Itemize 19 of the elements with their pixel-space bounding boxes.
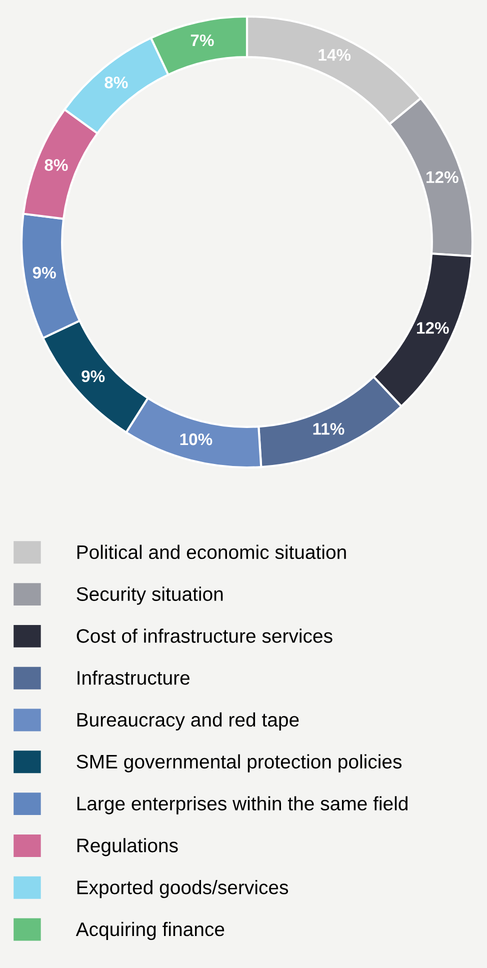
data-label: 12% [426, 171, 458, 184]
legend-label: Regulations [77, 838, 178, 856]
legend-label: Security situation [76, 586, 223, 605]
legend-label: Infrastructure [78, 670, 190, 685]
data-label: 9% [82, 370, 105, 382]
legend-label: Acquiring finance [76, 922, 224, 940]
data-label: 9% [32, 266, 56, 279]
legend-label: Large enterprises within the same field [77, 796, 408, 814]
legend-label: Bureaucracy and red tape [77, 712, 299, 731]
legend-label: SME governmental protection policies [76, 754, 402, 772]
legend-label: Political and economic situation [77, 544, 346, 560]
data-label: 7% [190, 34, 214, 46]
legend-label: Exported goods/services [77, 880, 288, 898]
data-label: 8% [44, 159, 68, 171]
data-label: 8% [104, 76, 128, 88]
data-label: 10% [180, 433, 212, 446]
data-label: 12% [417, 322, 449, 334]
legend-label: Cost of infrastructure services [76, 628, 332, 643]
data-label: 11% [313, 423, 344, 435]
